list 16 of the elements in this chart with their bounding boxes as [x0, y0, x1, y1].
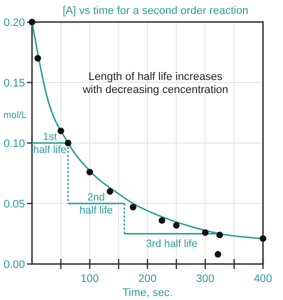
annotation: Length of half life increases with decreasing cencentration — [82, 71, 228, 96]
x-tick-label: 200 — [138, 273, 157, 285]
chart-title: [A] vs time for a second order reaction — [62, 5, 248, 17]
annotation: 2nd half life — [79, 192, 113, 216]
y-tick-label: 0.15 — [4, 78, 25, 90]
y-tick-label: 0.20 — [4, 17, 25, 29]
y-tick-label: 0.05 — [4, 198, 25, 210]
y-tick-label: 0.10 — [4, 138, 25, 150]
y-tick-label: 0.00 — [4, 259, 25, 271]
x-tick-label: 300 — [196, 273, 214, 285]
x-tick-label: 400 — [254, 273, 272, 285]
annotation: 1st half life — [33, 131, 67, 156]
y-axis-title: mol/L — [3, 110, 27, 121]
x-tick-label: 100 — [80, 273, 99, 285]
annotation: 3rd half life — [146, 238, 198, 250]
x-axis-title: Time, sec. — [122, 287, 173, 299]
